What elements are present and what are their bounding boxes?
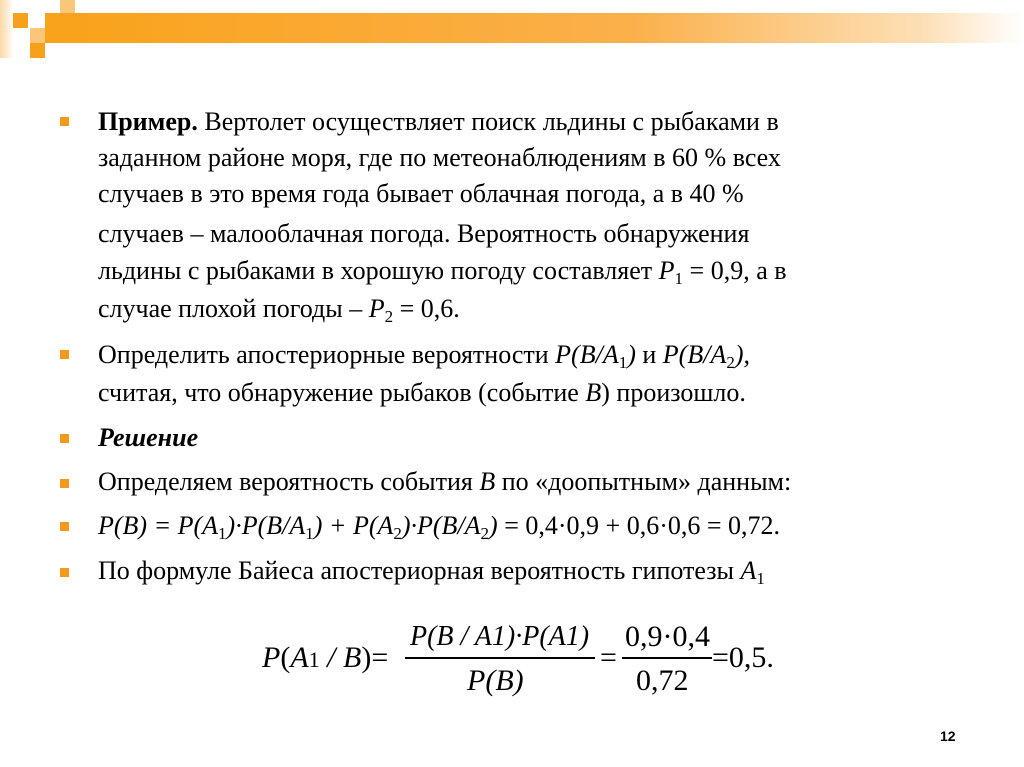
text: Решение [98,423,199,452]
equals: = [600,641,617,674]
bullet-icon [60,350,69,359]
text: По формуле Байеса апостериорная вероятно… [98,556,741,585]
fraction-line [622,657,712,659]
math: P(B/A [555,340,619,369]
text-line: P(B) = P(A1)·P(B/A1) + P(A2)·P(B/A2) = 0… [98,511,781,543]
text-line: считая, что обнаружение рыбаков (событие… [98,378,746,408]
text: = 0,6. [393,294,460,323]
math: B [479,467,496,496]
math: P [262,641,281,674]
text-line: льдины с рыбаками в хорошую погоду соста… [98,256,787,288]
text: Вертолет осуществляет поиск льдины с рыб… [204,107,779,136]
math: B [343,641,362,674]
math: A [740,556,757,585]
math: ( [280,641,291,674]
result: =0,5. [712,641,774,674]
text-line: Определяем вероятность события B по «доо… [98,467,791,497]
text-line: заданном районе моря, где по метеонаблюд… [98,143,781,173]
math-sub: 1 [756,569,765,588]
math-sub: 1 [305,524,314,543]
math: B [585,378,602,407]
text-line: случаев – малооблачная погода. Вероятнос… [98,219,749,249]
denominator-1: P(B) [467,664,524,697]
numerator-2: 0,9·0,4 [625,620,710,653]
math-sub: 2 [726,353,735,372]
deco-square [30,28,45,43]
text-line: Определить апостериорные вероятности P(B… [98,340,750,372]
math: 1 [308,647,320,672]
bullet-icon [60,117,69,126]
text: Определяем вероятность события [98,467,480,496]
text: по «доопытным» данным: [495,467,792,496]
text: случаев – малооблачная погода. Вероятнос… [98,219,750,248]
math: P(B/A [662,340,727,369]
text-line: По формуле Байеса апостериорная вероятно… [98,556,765,588]
math: P [658,256,675,285]
math-sub: 2 [384,307,394,326]
deco-square [60,0,75,13]
text: и [635,340,663,369]
header-bar [45,13,1024,43]
math-sub: 1 [218,524,227,543]
text-line: случаев в это время года бывает облачная… [98,179,744,209]
bullet-icon [60,479,69,488]
bullet-icon [60,568,69,577]
text: = 0,4·0,9 + 0,6·0,6 = 0,72. [497,511,781,540]
math: ) [489,511,498,540]
math: P(B) = P(A [98,511,219,540]
text: льдины с рыбаками в хорошую погоду соста… [98,256,659,285]
text: = 0,9, а в [683,256,787,285]
fraction-line [405,657,595,659]
math: )·P(B/A [401,511,481,540]
math: P [368,294,385,323]
numerator-1: P(B / A1)·P(A1) [410,621,590,652]
formula-lhs: P(A1 / B)= [262,641,388,677]
math: / [319,641,343,674]
example-label: Пример. [98,107,198,136]
text: случае плохой погоды – [98,294,369,323]
page-number: 12 [940,728,956,744]
denominator-2: 0,72 [636,664,689,697]
deco-square [30,43,45,58]
bullet-icon [60,522,69,531]
text-line: Пример. Вертолет осуществляет поиск льди… [98,107,779,137]
text-line: случае плохой погоды – P2 = 0,6. [98,294,460,326]
solution-heading: Решение [98,423,198,453]
math: A [290,641,309,674]
text: Определить апостериорные вероятности [98,340,556,369]
math: )·P(B/A [226,511,306,540]
math: ), [734,340,750,369]
math-sub: 1 [618,353,628,372]
math: ) + P(A [313,511,394,540]
math-sub: 2 [393,524,402,543]
text: считая, что обнаружение рыбаков (событие [98,378,586,407]
math-sub: 1 [674,269,684,288]
text: ) произошло. [601,378,746,407]
bullet-icon [60,434,69,443]
math-sub: 2 [480,524,490,543]
math: ) [627,340,636,369]
math: )= [361,641,389,674]
text: случаев в это время года бывает облачная… [98,179,744,208]
text: заданном районе моря, где по метеонаблюд… [98,143,781,172]
deco-square [0,0,14,58]
deco-square [13,13,28,28]
